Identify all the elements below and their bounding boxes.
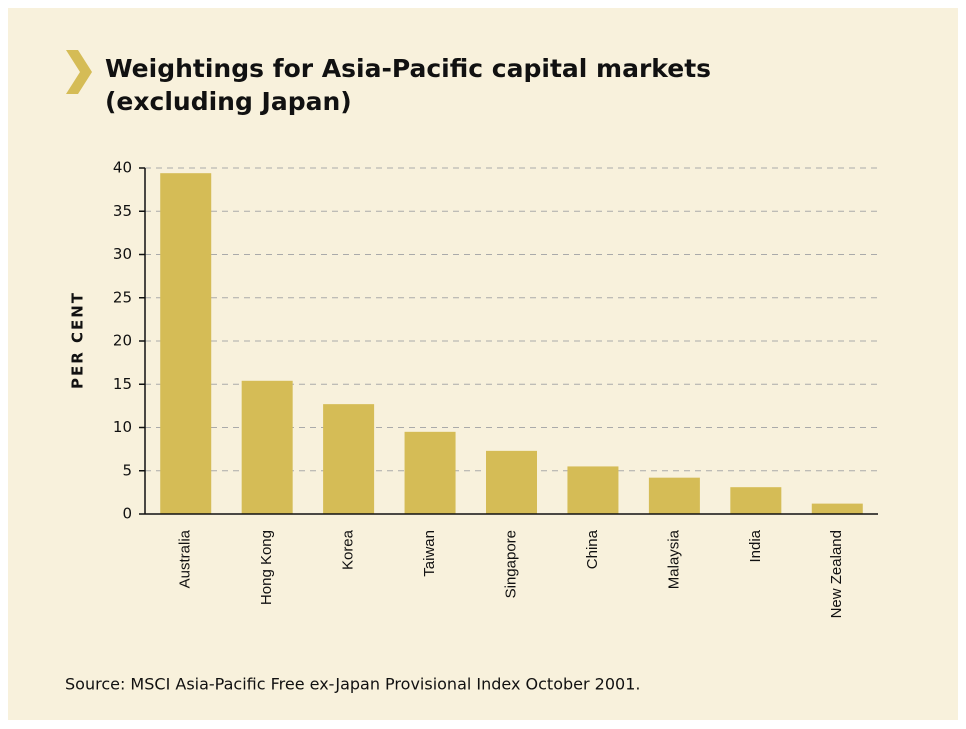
- chart-title: (excluding Japan): [105, 87, 352, 116]
- y-tick-label: 20: [113, 332, 132, 350]
- y-tick-label: 30: [113, 245, 132, 263]
- x-tick-label: Korea: [340, 529, 357, 570]
- x-tick-label: Hong Kong: [258, 530, 275, 605]
- bar: [160, 173, 212, 514]
- bar: [404, 431, 456, 514]
- y-tick-label: 40: [113, 159, 132, 177]
- chevron-icon: [66, 50, 92, 94]
- bar: [241, 380, 293, 514]
- x-tick-label: India: [747, 529, 764, 562]
- x-tick-label: China: [584, 529, 601, 569]
- x-tick-label: Malaysia: [665, 529, 682, 589]
- x-tick-label: Taiwan: [421, 530, 438, 577]
- x-tick-label: New Zealand: [828, 530, 845, 618]
- y-tick-label: 10: [113, 418, 132, 436]
- y-tick-label: 0: [122, 505, 132, 523]
- y-axis-label: PER CENT: [69, 291, 87, 389]
- bar: [323, 404, 375, 514]
- x-tick-label: Singapore: [502, 530, 519, 598]
- bar: [486, 450, 537, 514]
- bar: [648, 477, 700, 514]
- y-tick-label: 25: [113, 288, 132, 306]
- x-tick-label: Australia: [177, 529, 194, 588]
- y-tick-label: 35: [113, 202, 132, 220]
- y-tick-label: 5: [122, 461, 132, 479]
- bar: [811, 503, 863, 514]
- bar: [730, 487, 782, 514]
- source-note: Source: MSCI Asia-Pacific Free ex-Japan …: [65, 675, 640, 694]
- bar: [567, 466, 619, 514]
- chart-title: Weightings for Asia-Pacific capital mark…: [105, 54, 711, 83]
- y-tick-label: 15: [113, 375, 132, 393]
